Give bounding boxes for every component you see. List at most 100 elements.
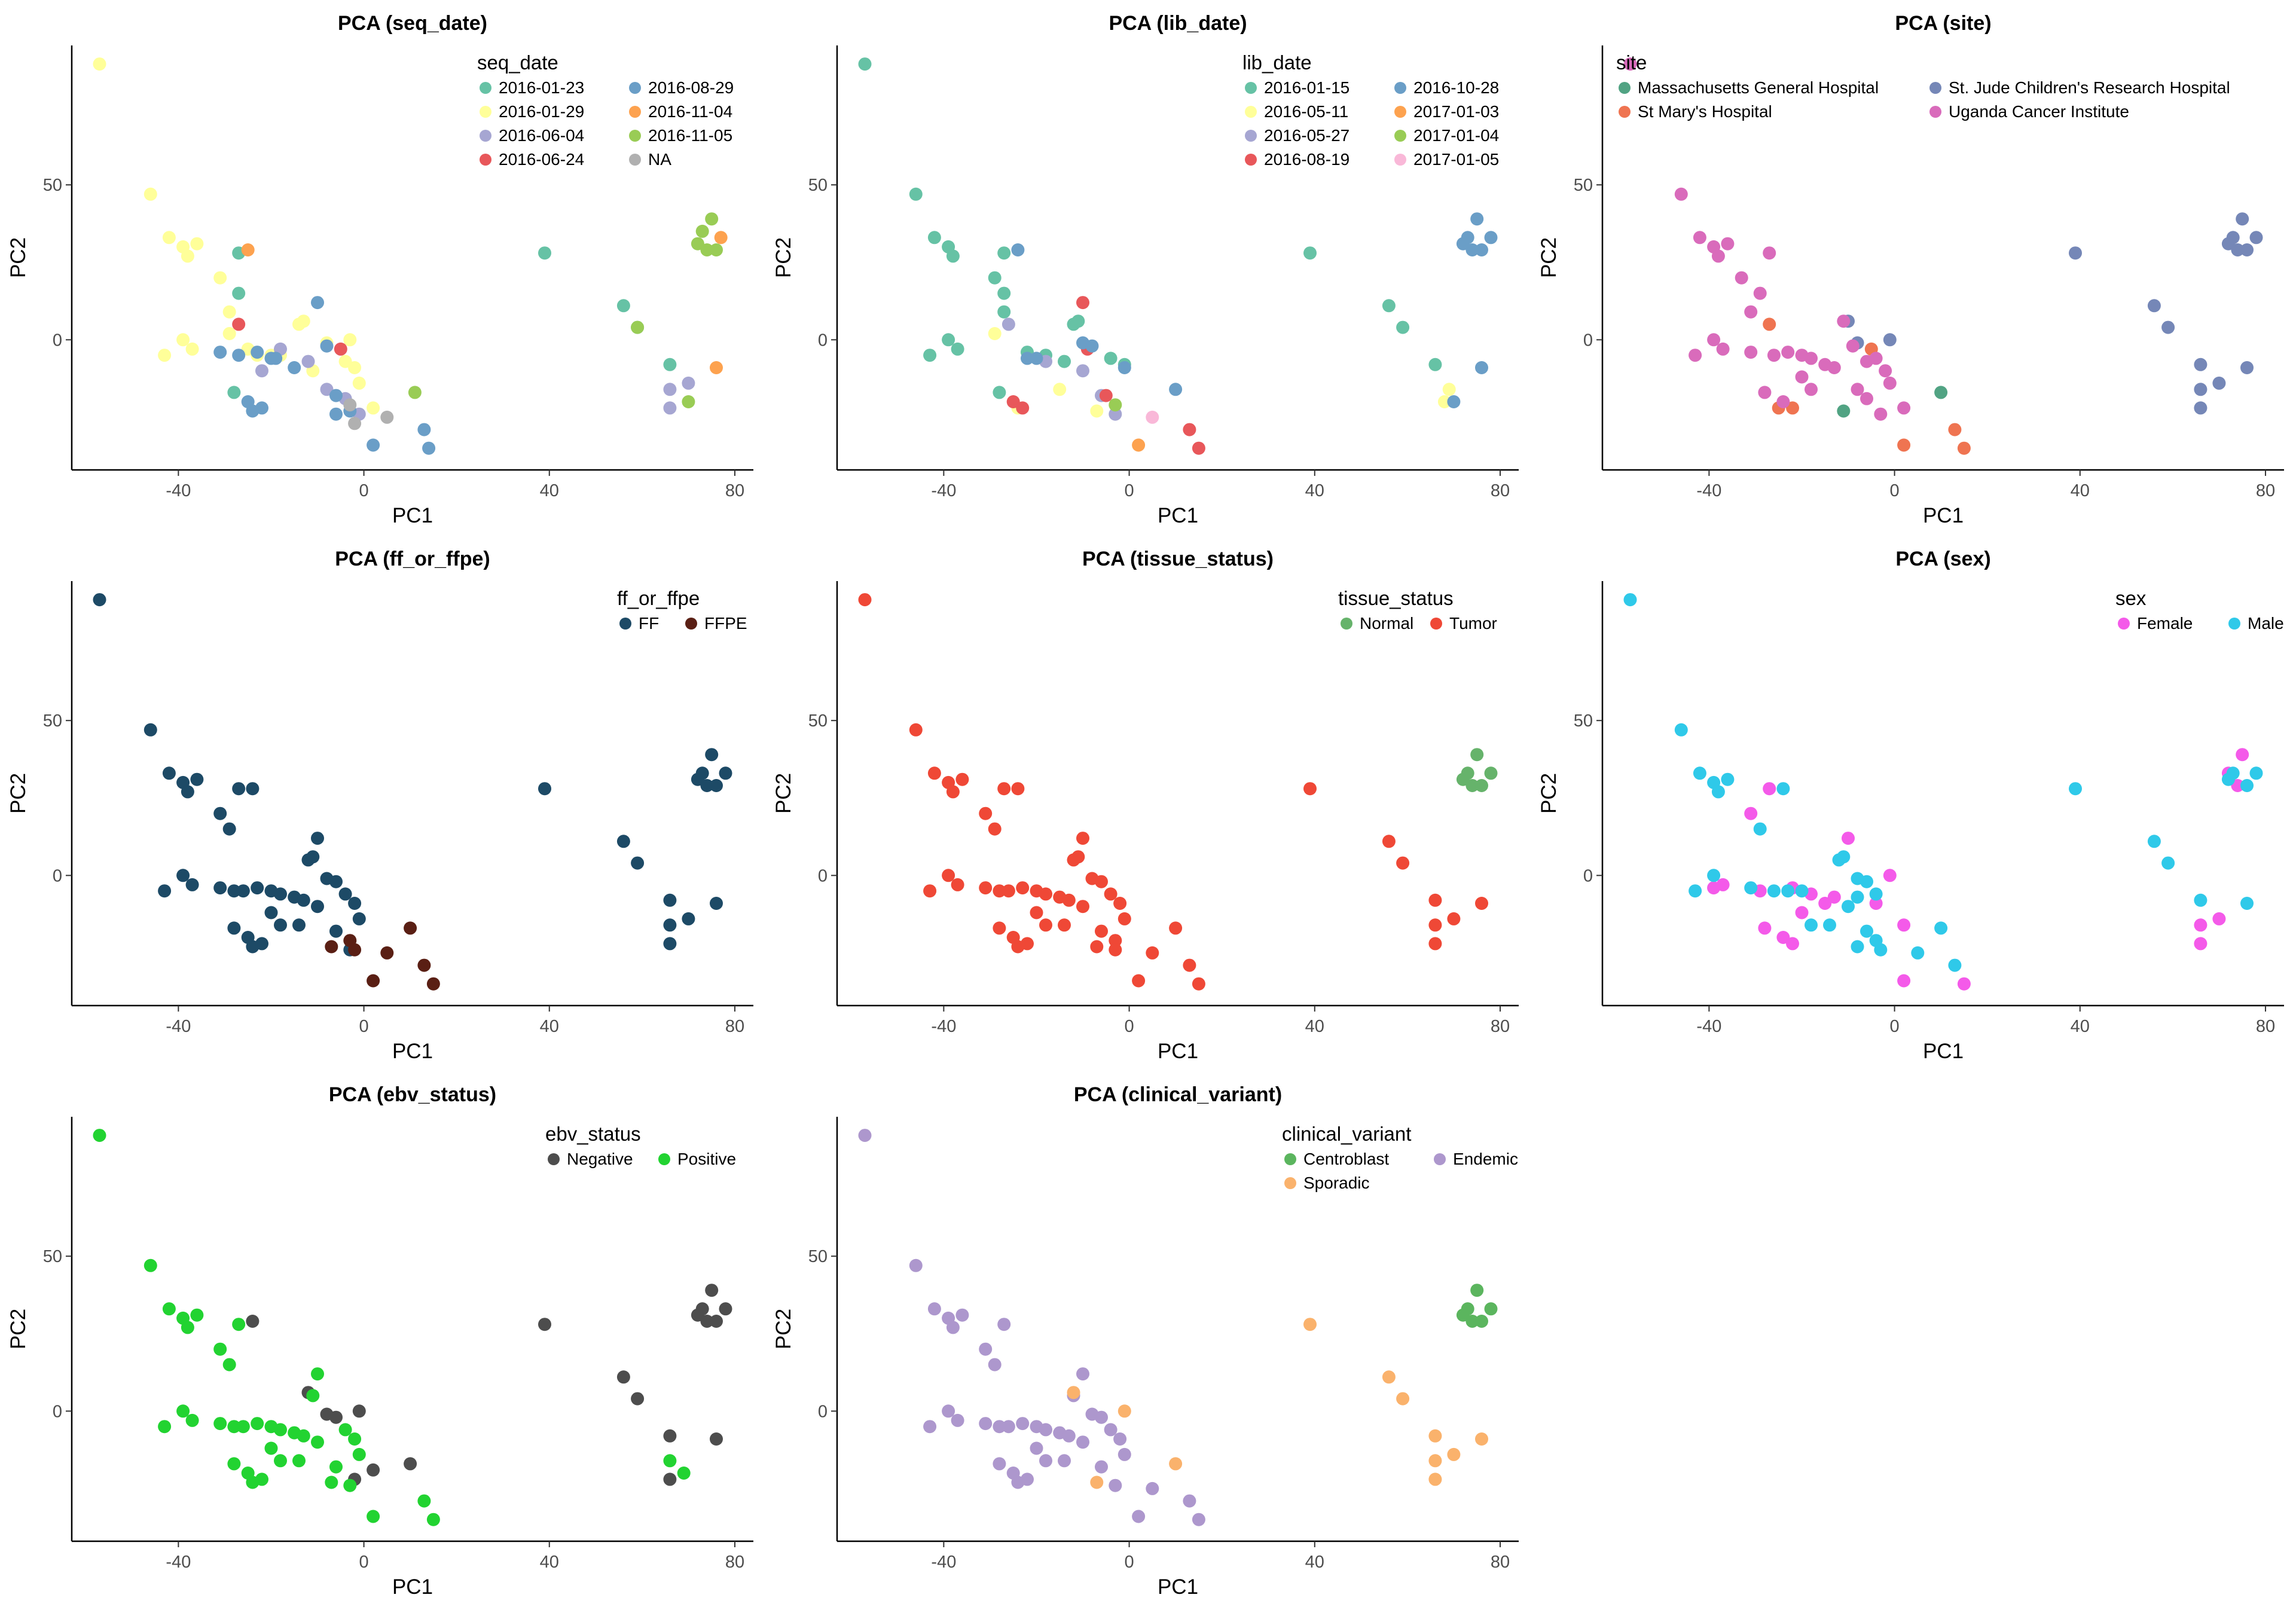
data-point	[1095, 924, 1108, 938]
legend-label: Uganda Cancer Institute	[1949, 102, 2129, 121]
data-point	[705, 1284, 719, 1297]
data-point	[1076, 900, 1089, 914]
data-point	[1744, 806, 1758, 820]
data-point	[306, 850, 320, 864]
data-point	[1058, 1454, 1071, 1468]
data-point	[710, 243, 723, 256]
legend-label: Negative	[567, 1150, 633, 1168]
data-point	[858, 1129, 872, 1142]
data-point	[1104, 1423, 1118, 1437]
data-point	[2212, 912, 2226, 925]
data-point	[1674, 187, 1688, 201]
data-point	[923, 884, 937, 898]
data-point	[909, 723, 923, 737]
data-point	[2194, 893, 2208, 907]
data-point	[251, 346, 264, 359]
data-point	[1396, 856, 1410, 870]
data-point	[942, 869, 955, 882]
data-point	[1781, 346, 1795, 359]
legend-label: 2016-05-11	[1264, 102, 1348, 121]
data-point	[682, 395, 695, 408]
data-point	[663, 358, 677, 371]
data-point	[222, 1358, 236, 1371]
panel-3: PCA (site) -40 0 40 80 0 50 PC1 PC2 site Massachus…	[1537, 12, 2284, 527]
data-point	[858, 593, 872, 607]
data-point	[942, 1404, 955, 1418]
legend-swatch	[1434, 1153, 1446, 1165]
data-point	[1002, 884, 1015, 898]
data-point	[255, 1472, 268, 1486]
data-point	[1006, 395, 1020, 408]
data-point	[719, 1302, 732, 1316]
data-point	[616, 835, 630, 848]
data-point	[1795, 906, 1809, 919]
data-point	[993, 386, 1006, 399]
legend-title: sex	[2115, 587, 2147, 609]
data-point	[1842, 900, 1855, 914]
data-point	[663, 937, 677, 951]
data-point	[1428, 1472, 1442, 1486]
legend-swatch	[1245, 130, 1257, 142]
data-point	[292, 918, 306, 932]
data-point	[1382, 1370, 1396, 1384]
data-point	[1934, 386, 1948, 399]
legend-label: Centroblast	[1303, 1150, 1389, 1168]
data-point	[343, 398, 357, 412]
data-point	[538, 1318, 551, 1331]
data-point	[2069, 782, 2082, 796]
legend-swatch	[1245, 82, 1257, 94]
data-point	[2212, 376, 2226, 390]
data-point	[181, 785, 194, 799]
y-tick-label: 0	[818, 331, 828, 350]
y-tick-label: 50	[1574, 176, 1593, 195]
data-point	[1484, 1302, 1498, 1316]
x-tick-label: 0	[359, 1017, 369, 1036]
data-point	[213, 1417, 227, 1431]
legend-label: Sporadic	[1303, 1174, 1370, 1192]
x-axis-label: PC1	[392, 1575, 433, 1599]
data-point	[2161, 856, 2175, 870]
data-point	[1118, 1447, 1131, 1461]
legend-label: 2016-08-29	[648, 78, 734, 97]
data-point	[158, 1420, 172, 1434]
data-point	[1428, 937, 1442, 951]
data-point	[1805, 352, 1818, 365]
data-point	[1447, 395, 1461, 408]
data-point	[338, 887, 352, 901]
data-point	[1911, 946, 1925, 960]
legend-label: 2016-06-04	[499, 126, 584, 145]
data-point	[185, 878, 199, 891]
data-point	[1470, 748, 1484, 762]
data-point	[1744, 881, 1758, 895]
data-point	[311, 900, 324, 914]
data-point	[1758, 386, 1772, 399]
data-point	[1109, 943, 1122, 957]
legend-label: Male	[2248, 614, 2284, 633]
x-tick-label: 0	[1890, 1017, 1900, 1036]
x-tick-label: -40	[1696, 481, 1721, 500]
legend-title: ff_or_ffpe	[617, 587, 700, 609]
data-point	[1090, 404, 1104, 418]
chart-title: PCA (tissue_status)	[1082, 548, 1274, 570]
data-point	[274, 918, 287, 932]
data-point	[2240, 361, 2254, 374]
data-point	[1071, 314, 1085, 328]
data-point	[1851, 383, 1864, 396]
data-point	[1465, 243, 1479, 256]
data-point	[1058, 918, 1071, 932]
y-axis-label: PC2	[772, 773, 795, 814]
data-point	[1076, 1367, 1089, 1381]
data-point	[348, 361, 362, 374]
x-tick-label: 80	[1491, 1017, 1510, 1036]
data-point	[236, 884, 250, 898]
data-point	[1071, 850, 1085, 864]
y-tick-label: 50	[808, 711, 828, 731]
data-point	[1795, 370, 1809, 384]
data-point	[380, 410, 394, 424]
data-point	[691, 237, 704, 250]
data-point	[1721, 237, 1735, 250]
data-point	[348, 1432, 362, 1446]
data-point	[348, 897, 362, 910]
data-point	[1767, 349, 1781, 362]
data-point	[2240, 243, 2254, 256]
